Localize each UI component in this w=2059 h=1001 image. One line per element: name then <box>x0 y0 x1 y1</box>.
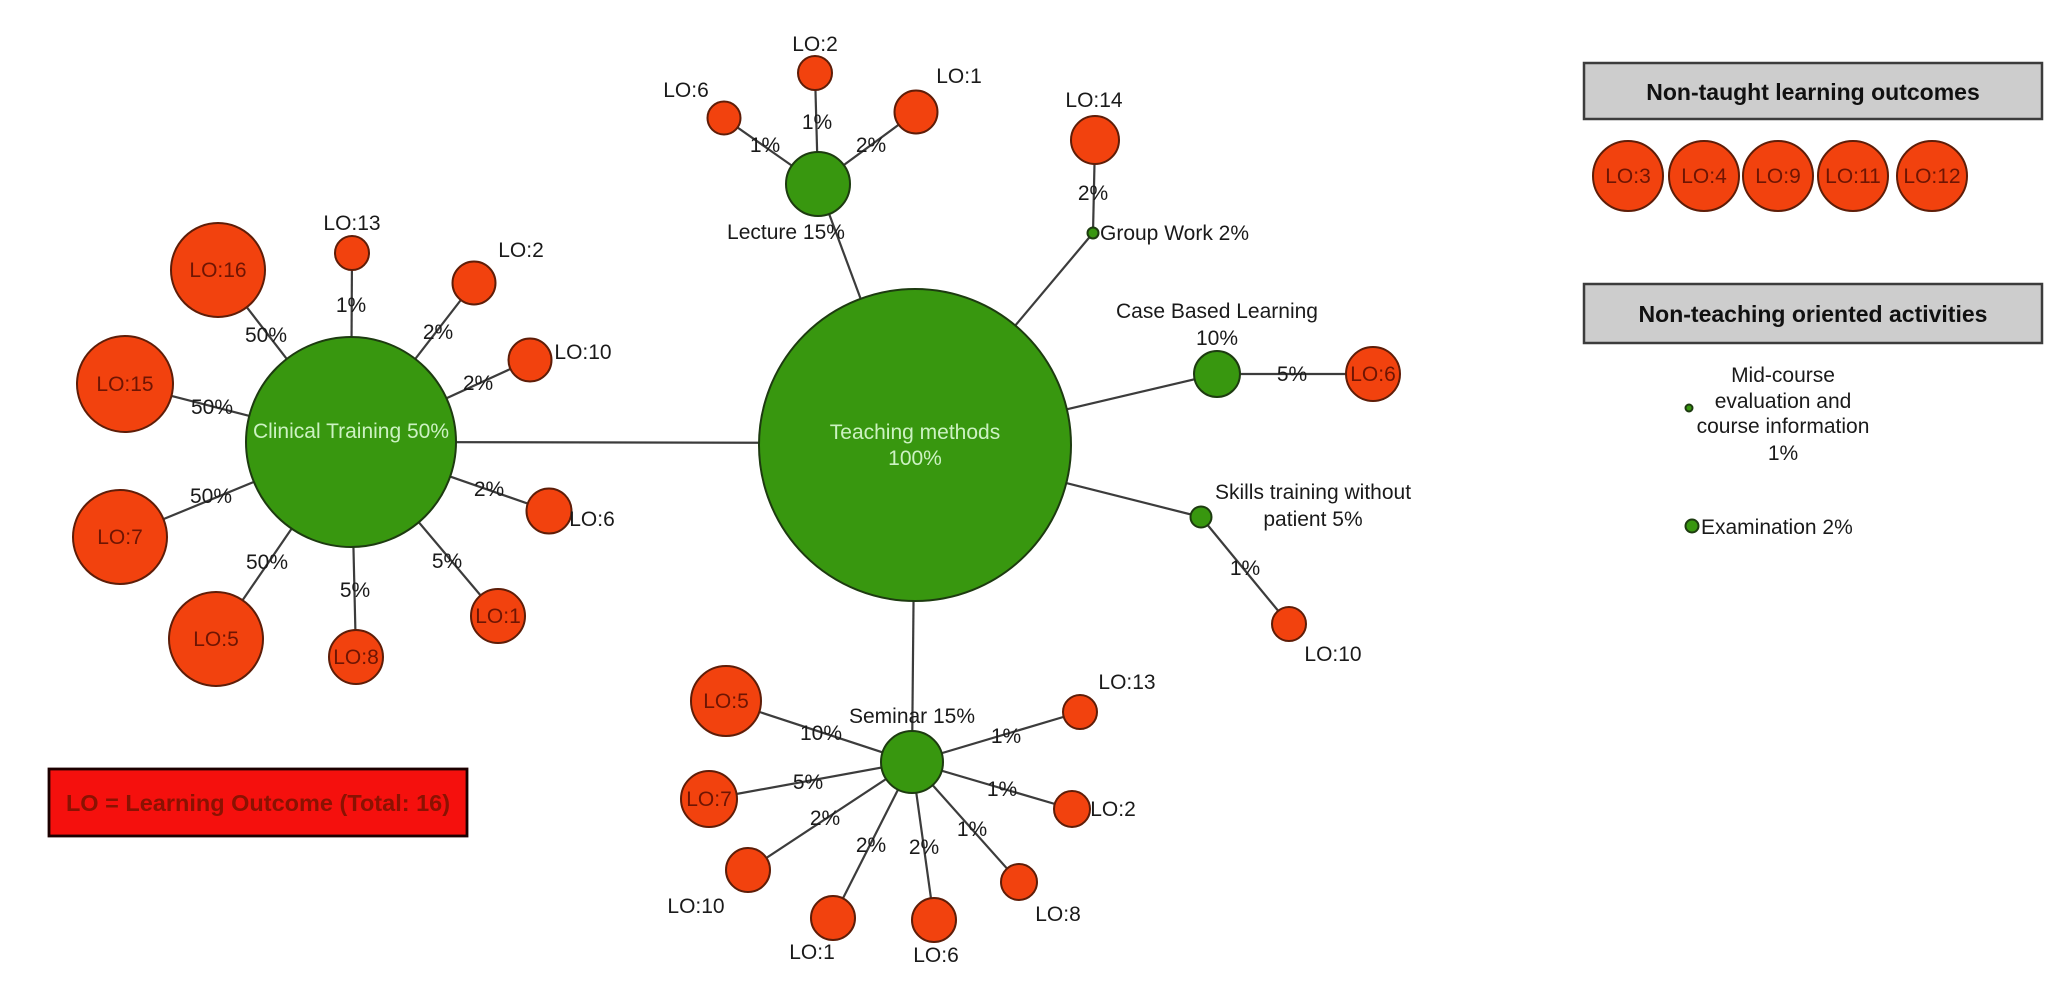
svg-text:Case Based Learning: Case Based Learning <box>1116 300 1318 323</box>
svg-text:evaluation and: evaluation and <box>1715 390 1852 413</box>
svg-text:2%: 2% <box>856 134 886 157</box>
svg-text:LO:10: LO:10 <box>1304 643 1361 666</box>
svg-text:1%: 1% <box>750 134 780 157</box>
svg-text:LO:7: LO:7 <box>97 526 143 549</box>
svg-text:LO:16: LO:16 <box>189 259 246 282</box>
svg-text:2%: 2% <box>1078 182 1108 205</box>
svg-text:LO:7: LO:7 <box>686 788 732 811</box>
svg-text:Teaching methods: Teaching methods <box>830 421 1000 444</box>
svg-text:LO:8: LO:8 <box>333 646 379 669</box>
svg-text:1%: 1% <box>336 294 366 317</box>
svg-text:5%: 5% <box>432 550 462 573</box>
svg-text:10%: 10% <box>800 722 842 745</box>
svg-text:Clinical Training 50%: Clinical Training 50% <box>253 420 449 443</box>
svg-text:LO:6: LO:6 <box>1350 363 1396 386</box>
svg-text:2%: 2% <box>810 807 840 830</box>
svg-text:LO:9: LO:9 <box>1755 165 1801 188</box>
svg-text:Non-teaching oriented activiti: Non-teaching oriented activities <box>1639 301 1988 327</box>
svg-text:LO:13: LO:13 <box>1098 671 1155 694</box>
svg-text:LO:2: LO:2 <box>792 33 838 56</box>
svg-text:Mid-course: Mid-course <box>1731 364 1835 387</box>
svg-text:Seminar 15%: Seminar 15% <box>849 705 975 728</box>
svg-text:LO:1: LO:1 <box>475 605 521 628</box>
svg-text:100%: 100% <box>888 447 942 470</box>
svg-text:1%: 1% <box>1230 557 1260 580</box>
svg-text:LO:2: LO:2 <box>498 239 544 262</box>
svg-text:LO:12: LO:12 <box>1903 165 1960 188</box>
svg-text:50%: 50% <box>190 485 232 508</box>
svg-text:2%: 2% <box>909 836 939 859</box>
svg-text:1%: 1% <box>991 725 1021 748</box>
svg-text:LO:11: LO:11 <box>1825 165 1881 188</box>
svg-text:10%: 10% <box>1196 327 1238 350</box>
svg-text:2%: 2% <box>463 372 493 395</box>
svg-text:5%: 5% <box>793 771 823 794</box>
svg-text:LO:2: LO:2 <box>1090 798 1136 821</box>
svg-text:LO:6: LO:6 <box>569 508 615 531</box>
svg-text:LO:14: LO:14 <box>1065 89 1123 112</box>
svg-text:LO:1: LO:1 <box>936 65 982 88</box>
svg-text:5%: 5% <box>340 579 370 602</box>
svg-text:1%: 1% <box>1768 442 1798 465</box>
svg-text:LO:5: LO:5 <box>193 628 239 651</box>
svg-text:1%: 1% <box>987 778 1017 801</box>
svg-text:LO:10: LO:10 <box>554 341 611 364</box>
svg-text:2%: 2% <box>474 478 504 501</box>
svg-text:Non-taught learning outcomes: Non-taught learning outcomes <box>1646 79 1980 105</box>
svg-text:2%: 2% <box>856 834 886 857</box>
svg-text:LO:4: LO:4 <box>1681 165 1727 188</box>
svg-text:LO:8: LO:8 <box>1035 903 1081 926</box>
svg-text:LO:5: LO:5 <box>703 690 749 713</box>
svg-text:Skills training without: Skills training without <box>1215 481 1411 504</box>
svg-text:1%: 1% <box>957 818 987 841</box>
svg-text:50%: 50% <box>245 324 287 347</box>
svg-text:1%: 1% <box>802 111 832 134</box>
svg-text:Examination 2%: Examination 2% <box>1701 516 1853 539</box>
svg-text:LO:6: LO:6 <box>663 79 709 102</box>
svg-text:LO:1: LO:1 <box>789 941 835 964</box>
svg-text:course information: course information <box>1697 415 1870 438</box>
svg-text:50%: 50% <box>191 396 233 419</box>
svg-text:Lecture 15%: Lecture 15% <box>727 221 845 244</box>
svg-text:LO:10: LO:10 <box>667 895 724 918</box>
svg-text:Group Work 2%: Group Work 2% <box>1100 222 1249 245</box>
svg-text:patient 5%: patient 5% <box>1263 508 1362 531</box>
svg-text:5%: 5% <box>1277 363 1307 386</box>
svg-text:2%: 2% <box>423 321 453 344</box>
svg-text:LO = Learning Outcome (Total:: LO = Learning Outcome (Total: 16) <box>66 790 450 816</box>
svg-text:50%: 50% <box>246 551 288 574</box>
svg-text:LO:13: LO:13 <box>323 212 380 235</box>
svg-text:LO:3: LO:3 <box>1605 165 1651 188</box>
svg-text:LO:6: LO:6 <box>913 944 959 967</box>
svg-text:LO:15: LO:15 <box>96 373 153 396</box>
